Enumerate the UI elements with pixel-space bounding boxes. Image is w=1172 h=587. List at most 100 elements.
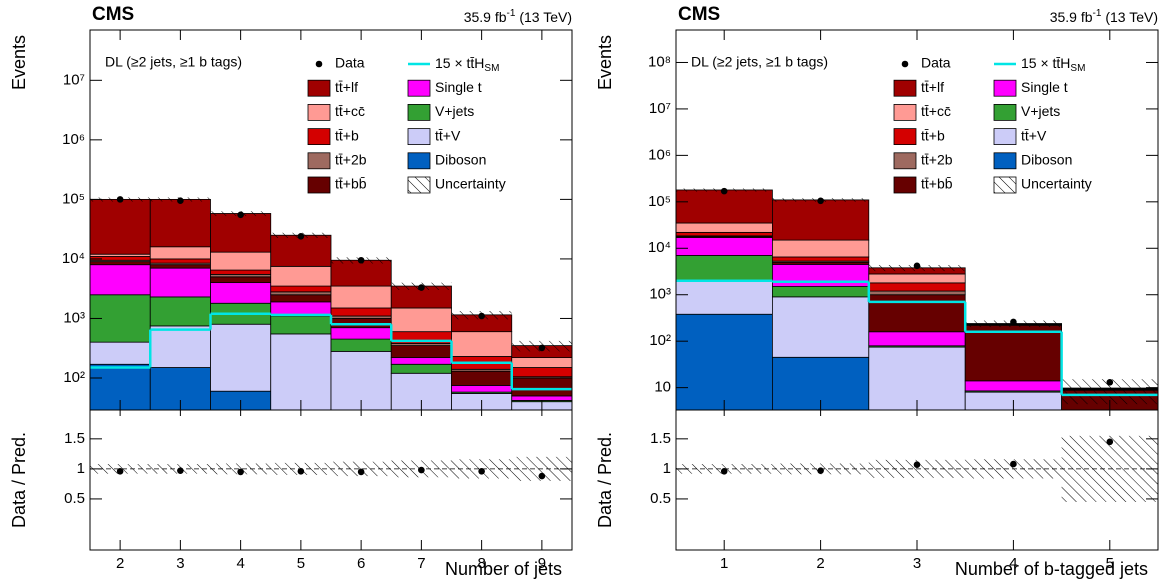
legend-swatch <box>307 128 331 146</box>
legend-data-marker <box>315 60 323 68</box>
legend-swatch <box>893 128 917 146</box>
y-tick-label: 10 <box>654 379 671 396</box>
x-tick-label: 1 <box>720 555 728 572</box>
x-tick-label: 6 <box>357 555 365 572</box>
legend-label: tt̄+lf <box>921 79 944 95</box>
ratio-frame <box>89 409 573 551</box>
ratio-y-axis-label: Data / Pred. <box>595 432 615 528</box>
stack-segment <box>676 313 773 410</box>
y-tick-label: 10⁵ <box>62 190 85 207</box>
stack-segment <box>90 256 151 261</box>
stack-segment <box>149 325 211 368</box>
x-tick-label: 3 <box>913 555 921 572</box>
legend-label: tt̄+2b <box>335 152 367 168</box>
ratio-point <box>237 468 244 476</box>
stack-segment <box>210 276 272 284</box>
legend-swatch <box>993 104 1017 121</box>
x-tick-label: 8 <box>477 555 485 572</box>
y-tick-label: 10² <box>63 369 85 386</box>
stack-segment <box>149 246 211 260</box>
data-point <box>116 196 124 203</box>
ratio-point <box>357 468 365 476</box>
legend-swatch <box>307 152 331 170</box>
x-axis-label: Number of b-tagged jets <box>955 559 1148 579</box>
legend-signal-sub: SM <box>484 63 499 74</box>
stack-segment <box>270 315 332 335</box>
annotation: DL (≥2 jets, ≥1 b tags) <box>691 54 828 70</box>
lumi-sup: -1 <box>1093 8 1102 19</box>
ratio-point <box>418 466 425 474</box>
y-tick-label: 10² <box>649 332 671 349</box>
stack-segment <box>772 296 870 358</box>
y-tick-label: 10³ <box>63 309 85 326</box>
x-tick-label: 5 <box>1106 555 1114 572</box>
lumi-value: 35.9 fb <box>464 9 507 25</box>
y-tick-label: 10⁵ <box>648 193 671 210</box>
ratio-point <box>720 467 728 475</box>
main-panel <box>676 187 1158 410</box>
y-tick-label: 10⁴ <box>62 250 85 267</box>
stack-segment <box>964 324 1063 382</box>
stack-segment <box>451 385 513 393</box>
stack-segment <box>330 338 392 352</box>
x-tick-label: 3 <box>176 555 184 572</box>
ratio-point <box>1010 460 1017 468</box>
lumi-sup: -1 <box>507 8 516 19</box>
legend-label: tt̄+cc̄ <box>921 103 951 119</box>
data-point <box>913 262 921 270</box>
stack-segment <box>90 264 151 296</box>
x-tick-label: 9 <box>538 555 546 572</box>
legend-swatch <box>993 128 1017 146</box>
legend-label: Uncertainty <box>1021 176 1092 192</box>
ratio-y-tick-label: 1 <box>77 460 85 477</box>
stack-segment <box>390 345 452 359</box>
stack-segment <box>210 323 272 392</box>
stack-segment <box>210 282 272 304</box>
stack-segment <box>390 357 452 365</box>
legend-label: tt̄+cc̄ <box>335 103 365 119</box>
stack-segment <box>676 237 773 256</box>
legend-label: Diboson <box>1021 152 1072 168</box>
lumi-value: 35.9 fb <box>1050 9 1093 25</box>
x-axis-label: Number of jets <box>445 559 562 579</box>
legend-label: Data <box>921 55 951 71</box>
legend-signal-sub: SM <box>1070 63 1085 74</box>
data-point <box>538 344 546 352</box>
data-point <box>720 187 728 195</box>
ratio-y-tick-label: 1.5 <box>650 430 671 447</box>
stack-segment <box>868 294 966 333</box>
stack-segment <box>330 307 392 317</box>
stack-segment <box>676 255 773 282</box>
stack-segment <box>90 198 151 255</box>
legend-label: tt̄+b <box>921 127 945 143</box>
legend-label: 15 × tt̄HSM <box>1021 55 1085 74</box>
chart-title: CMS <box>92 4 134 25</box>
x-tick-label: 2 <box>116 555 124 572</box>
stack-segment <box>511 395 572 401</box>
legend-swatch <box>893 176 917 194</box>
stack-segment <box>676 231 773 237</box>
stack-segment <box>149 267 211 298</box>
data-point <box>297 232 305 240</box>
stack-segment <box>511 357 572 368</box>
legend-signal-name: 15 × tt̄H <box>1021 55 1070 71</box>
legend-label: V+jets <box>435 103 474 119</box>
legend-label: tt̄+2b <box>921 152 953 168</box>
stack-segment <box>676 189 773 224</box>
ratio-y-tick-label: 1.5 <box>64 430 85 447</box>
ratio-point <box>177 467 184 474</box>
legend-label: Single t <box>1021 79 1068 95</box>
legend-swatch <box>307 104 331 121</box>
x-tick-label: 4 <box>236 555 244 572</box>
ratio-y-tick-label: 0.5 <box>64 490 85 507</box>
stack-segment <box>270 285 332 293</box>
stack-segment <box>330 327 392 340</box>
data-point <box>357 256 365 264</box>
stack-segment <box>149 264 211 269</box>
ratio-y-tick-label: 0.5 <box>650 490 671 507</box>
stack-segment <box>451 331 513 357</box>
x-tick-label: 2 <box>816 555 824 572</box>
stack-segment <box>868 273 966 284</box>
stack-segment <box>270 265 332 287</box>
